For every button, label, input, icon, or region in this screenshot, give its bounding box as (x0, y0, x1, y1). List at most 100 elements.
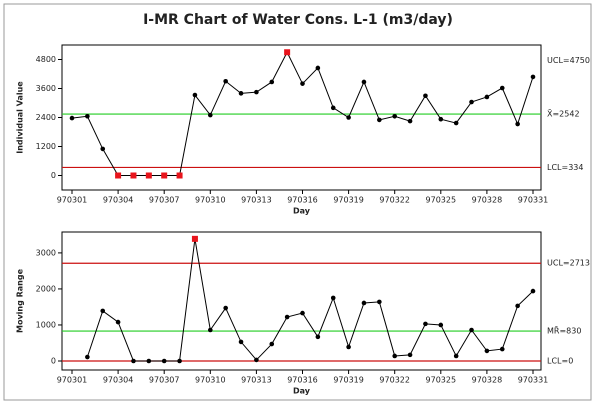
point (438, 116, 444, 122)
x-axis-title: Day (293, 207, 311, 216)
point (438, 322, 444, 328)
point (392, 353, 398, 359)
limit-label: LCL=334 (547, 163, 583, 172)
point (223, 78, 228, 84)
y-tick-label: 0 (51, 356, 56, 365)
point (223, 305, 228, 311)
point (161, 358, 167, 364)
y-tick-label: 2000 (36, 284, 56, 293)
limit-label: X̄=2542 (547, 108, 580, 118)
point (191, 235, 198, 242)
y-axis-title: Moving Range (16, 268, 25, 333)
point (269, 79, 275, 85)
point (100, 146, 106, 152)
point (499, 85, 505, 91)
point (131, 358, 136, 364)
point (515, 121, 520, 127)
point (407, 118, 413, 124)
x-tick-label: 970316 (287, 376, 318, 385)
point (315, 65, 321, 71)
x-tick-label: 970304 (103, 376, 134, 385)
point (392, 113, 398, 119)
x-tick-label: 970322 (379, 376, 410, 385)
point (238, 339, 244, 345)
point (377, 299, 382, 305)
point (284, 49, 291, 56)
plot-area (61, 231, 542, 371)
point (330, 105, 336, 111)
point (238, 91, 244, 96)
x-tick-label: 970328 (472, 196, 503, 205)
y-tick-label: 0 (51, 171, 56, 180)
point (85, 354, 90, 360)
point (254, 89, 259, 95)
x-tick-label: 970328 (472, 376, 503, 385)
point (484, 348, 490, 354)
y-tick-label: 4800 (36, 55, 56, 64)
x-tick-label: 970307 (149, 376, 180, 385)
point (346, 115, 351, 120)
point (145, 172, 152, 179)
point (177, 358, 182, 364)
point (407, 352, 413, 358)
x-tick-label: 970331 (518, 376, 549, 385)
series-line (86, 238, 534, 362)
point (469, 99, 474, 105)
point (530, 288, 536, 294)
x-tick-label: 970304 (103, 196, 134, 205)
x-tick-label: 970322 (379, 196, 410, 205)
point (315, 334, 321, 340)
point (300, 81, 305, 86)
y-tick-label: 1200 (36, 142, 56, 151)
point (499, 346, 505, 352)
x-tick-label: 970325 (426, 376, 457, 385)
y-tick-label: 3600 (36, 84, 56, 93)
point (85, 113, 90, 119)
y-tick-label: 1000 (36, 320, 56, 329)
limit-label: MR̄=830 (547, 325, 581, 335)
point (530, 74, 536, 80)
point (69, 115, 75, 121)
x-tick-label: 970325 (426, 196, 457, 205)
point (515, 303, 520, 309)
y-tick-label: 2400 (36, 113, 56, 122)
point (208, 112, 213, 118)
point (377, 117, 382, 123)
point (453, 353, 459, 359)
point (361, 79, 367, 85)
point (161, 172, 168, 179)
x-tick-label: 970301 (57, 196, 88, 205)
point (176, 172, 183, 179)
point (100, 308, 106, 314)
x-tick-label: 970319 (333, 376, 364, 385)
x-tick-label: 970307 (149, 196, 180, 205)
x-tick-label: 970310 (195, 196, 226, 205)
x-axis-title: Day (293, 387, 311, 396)
point (254, 357, 259, 363)
point (130, 172, 137, 179)
x-tick-label: 970331 (518, 196, 549, 205)
point (423, 93, 428, 99)
point (284, 314, 290, 320)
limit-label: LCL=0 (547, 356, 573, 365)
point (484, 94, 490, 100)
point (300, 310, 305, 316)
point (146, 358, 152, 364)
limit-label: UCL=2713 (547, 259, 590, 268)
frame (3, 3, 592, 401)
point (361, 300, 367, 306)
point (269, 341, 275, 347)
y-tick-label: 3000 (36, 248, 56, 257)
point (346, 344, 351, 350)
limit-label: UCL=4750 (547, 56, 590, 65)
x-tick-label: 970310 (195, 376, 226, 385)
x-tick-label: 970316 (287, 196, 318, 205)
x-tick-label: 970313 (241, 376, 272, 385)
point (469, 327, 474, 333)
point (330, 295, 336, 301)
point (115, 319, 121, 325)
x-tick-label: 970319 (333, 196, 364, 205)
chart-title: I-MR Chart of Water Cons. L-1 (m3/day) (143, 12, 453, 28)
point (192, 92, 198, 98)
